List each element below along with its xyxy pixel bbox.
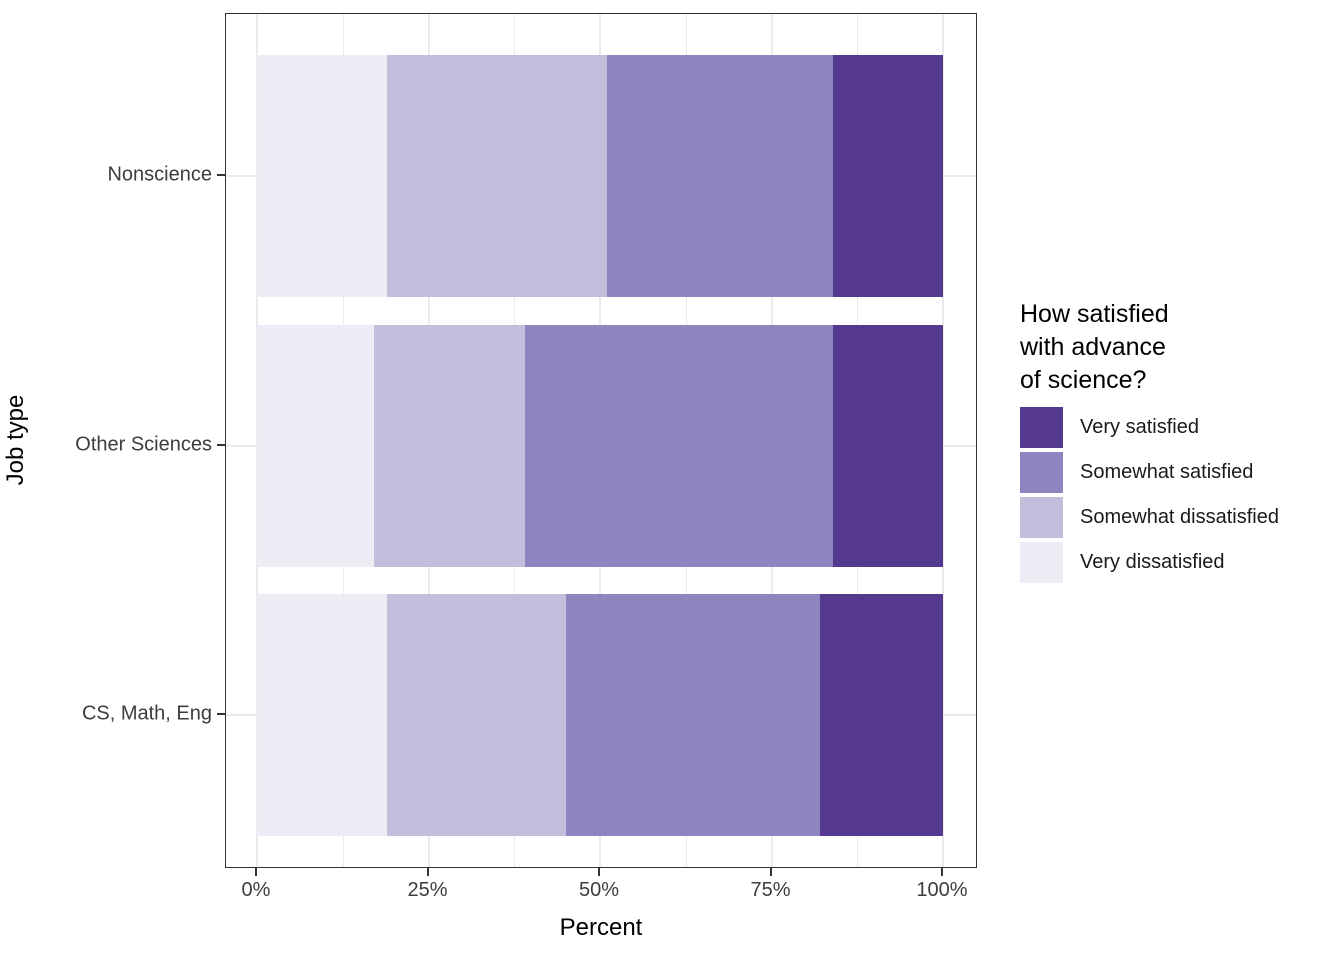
- legend-entry: Somewhat dissatisfied: [1020, 497, 1340, 538]
- legend-title-line: with advance: [1020, 333, 1166, 361]
- x-tick-label: 25%: [407, 879, 448, 901]
- legend-label: Somewhat satisfied: [1080, 461, 1254, 483]
- legend-entries: Very satisfied Somewhat satisfied Somewhat…: [1020, 407, 1340, 583]
- y-tick-label-nonscience: Nonscience: [107, 163, 212, 186]
- bar-segment-somewhat-satisfied: [524, 325, 834, 567]
- x-tick-mark: [426, 868, 429, 876]
- legend-title-line: of science?: [1020, 366, 1147, 394]
- legend-label: Very dissatisfied: [1080, 551, 1225, 573]
- bar-segment-very-satisfied: [833, 55, 943, 297]
- legend-label: Somewhat dissatisfied: [1080, 506, 1279, 528]
- bar-segment-somewhat-dissatisfied: [387, 55, 607, 297]
- legend-key-swatch: [1020, 497, 1063, 538]
- x-tick-label: 50%: [578, 879, 620, 901]
- x-tick-label: 100%: [916, 879, 968, 901]
- plot-panel: [225, 13, 977, 868]
- bar-segment-very-dissatisfied: [257, 594, 388, 836]
- y-tick-mark: [217, 174, 225, 176]
- legend: How satisfied with advance of science? V…: [1020, 298, 1340, 587]
- legend-title: How satisfied with advance of science?: [1020, 298, 1340, 397]
- y-axis-title: Job type: [2, 394, 29, 486]
- bar-segment-very-satisfied: [833, 325, 943, 567]
- bar-segment-very-dissatisfied: [257, 55, 388, 297]
- x-tick-mark: [255, 868, 257, 876]
- y-tick-mark: [217, 713, 225, 715]
- bar-segment-somewhat-satisfied: [565, 594, 820, 836]
- x-tick-mark: [769, 868, 772, 876]
- x-tick-mark: [598, 868, 600, 876]
- legend-entry: Very dissatisfied: [1020, 542, 1340, 583]
- bar-other-sciences: [226, 325, 976, 567]
- bar-segment-somewhat-satisfied: [606, 55, 834, 297]
- gridline-major-vertical: [942, 14, 944, 867]
- bar-nonscience: [226, 55, 976, 297]
- x-axis-title: Percent: [559, 914, 643, 941]
- bar-segment-somewhat-dissatisfied: [373, 325, 525, 567]
- y-tick-label-other-sciences: Other Sciences: [75, 433, 212, 456]
- bar-segment-very-satisfied: [819, 594, 943, 836]
- y-tick-label-cs-math-eng: CS, Math, Eng: [81, 702, 212, 725]
- x-tick-mark: [941, 868, 943, 876]
- legend-title-line: How satisfied: [1020, 300, 1169, 328]
- y-tick-mark: [217, 444, 225, 446]
- legend-key-swatch: [1020, 542, 1063, 583]
- bar-segment-very-dissatisfied: [257, 325, 374, 567]
- legend-key-swatch: [1020, 407, 1063, 448]
- legend-label: Very satisfied: [1080, 416, 1199, 438]
- x-tick-label: 0%: [241, 879, 271, 901]
- legend-key-swatch: [1020, 452, 1063, 493]
- legend-entry: Somewhat satisfied: [1020, 452, 1340, 493]
- bar-cs-math-eng: [226, 594, 976, 836]
- legend-entry: Very satisfied: [1020, 407, 1340, 448]
- x-tick-label: 75%: [750, 879, 791, 901]
- bar-segment-somewhat-dissatisfied: [387, 594, 566, 836]
